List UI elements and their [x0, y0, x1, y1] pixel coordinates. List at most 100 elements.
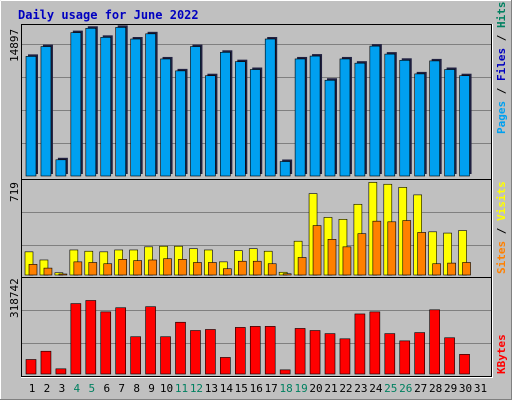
legend-files: Files: [495, 48, 508, 81]
sites-bar: [402, 220, 412, 276]
kbytes-bar: [25, 359, 37, 375]
y-max-label-sites: 719: [8, 182, 21, 202]
kbytes-bar: [399, 340, 411, 375]
legend-separator: /: [495, 221, 508, 241]
day-label: 3: [59, 382, 66, 395]
sites-bar: [103, 263, 113, 276]
sites-bar: [432, 263, 441, 276]
sites-bar: [267, 263, 277, 276]
kbytes-bar: [384, 333, 396, 375]
chart-title: Daily usage for June 2022: [18, 8, 199, 22]
sites-bar: [133, 260, 142, 276]
sites-bar: [28, 264, 38, 276]
hits-bar: [190, 46, 201, 177]
sites-bar: [148, 259, 157, 276]
kbytes-bar: [40, 350, 52, 375]
day-label: 28: [429, 382, 442, 395]
day-label: 27: [414, 382, 427, 395]
legend-pages: Pages: [495, 101, 508, 134]
sites-bar: [88, 262, 98, 276]
legend-sites: Sites: [495, 241, 508, 274]
kbytes-bar: [354, 313, 366, 375]
kbytes-bar: [85, 300, 97, 375]
day-label: 20: [309, 382, 322, 395]
hits-bar: [115, 27, 126, 177]
sites-bar: [58, 273, 68, 276]
day-label: 10: [160, 382, 173, 395]
kbytes-bar: [324, 333, 336, 375]
day-label: 13: [205, 382, 218, 395]
sites-bar: [417, 232, 427, 276]
sites-bar: [297, 257, 307, 276]
kbytes-bar: [294, 328, 306, 375]
sites-bar: [118, 259, 127, 276]
hits-bar: [324, 79, 336, 177]
sites-bar: [447, 262, 456, 276]
hits-bar: [384, 53, 396, 177]
kbytes-bar: [444, 337, 455, 375]
day-label: 1: [29, 382, 36, 395]
hits-bar: [279, 161, 291, 177]
hits-bar: [249, 69, 261, 177]
hits-bar: [100, 37, 112, 177]
hits-bar: [205, 75, 216, 177]
day-label: 7: [118, 382, 125, 395]
hits-bar: [354, 62, 366, 177]
sites-bar: [43, 267, 53, 276]
day-label: 16: [250, 382, 263, 395]
sites-bar: [387, 221, 397, 276]
hits-bar: [160, 58, 171, 177]
sites-bar: [327, 239, 337, 276]
kbytes-bar: [190, 330, 201, 375]
sites-bar: [223, 268, 232, 276]
day-label: 24: [369, 382, 383, 395]
legend-separator: /: [495, 28, 508, 48]
day-label: 17: [265, 382, 278, 395]
kbytes-bar: [235, 327, 246, 375]
day-label: 11: [175, 382, 188, 395]
sites-bar: [357, 233, 367, 276]
hits-bar: [70, 32, 82, 177]
day-labels: 1 2 3 4 5 6 7 8 9 10 11 12 13 14 15 16 17 18 19 20 21 22 23 24 2…: [29, 382, 487, 395]
hits-bar: [414, 73, 426, 177]
day-label: 8: [133, 382, 140, 395]
sites-bar: [73, 261, 83, 276]
day-label: 25: [384, 382, 397, 395]
day-label: 5: [88, 382, 95, 395]
kbytes-bar: [130, 336, 141, 375]
kbytes-bar: [115, 307, 126, 375]
day-label: 31: [474, 382, 487, 395]
day-label: 4: [74, 382, 81, 395]
day-label: 14: [220, 382, 234, 395]
sites-bar: [238, 260, 247, 276]
day-label: 18: [280, 382, 293, 395]
legend-kbytes: KBytes: [495, 334, 508, 374]
sites-bar: [163, 258, 172, 276]
hits-bar: [369, 45, 381, 177]
legend-separator: /: [495, 81, 508, 101]
sites-bar: [312, 225, 322, 276]
sites-bar: [282, 273, 292, 276]
hits-bar: [175, 70, 186, 177]
day-label: 12: [190, 382, 203, 395]
day-label: 26: [399, 382, 412, 395]
kbytes-bar: [55, 368, 67, 375]
day-label: 30: [459, 382, 472, 395]
sites-bar: [208, 262, 217, 276]
hits-bar: [294, 58, 306, 177]
hits-bar: [459, 75, 470, 177]
kbytes-bar: [279, 369, 291, 375]
kbytes-bar: [369, 311, 381, 375]
sites-bar: [372, 220, 382, 276]
y-max-label-kbytes: 318742: [8, 278, 21, 318]
hits-bar: [130, 38, 141, 177]
day-label: 29: [444, 382, 457, 395]
kbytes-bar: [205, 329, 216, 375]
kbytes-bar: [339, 338, 351, 375]
hits-bar: [339, 58, 351, 177]
kbytes-bar: [70, 303, 82, 375]
day-label: 21: [324, 382, 337, 395]
kbytes-bar: [414, 332, 426, 375]
kbytes-bars: [25, 300, 470, 375]
